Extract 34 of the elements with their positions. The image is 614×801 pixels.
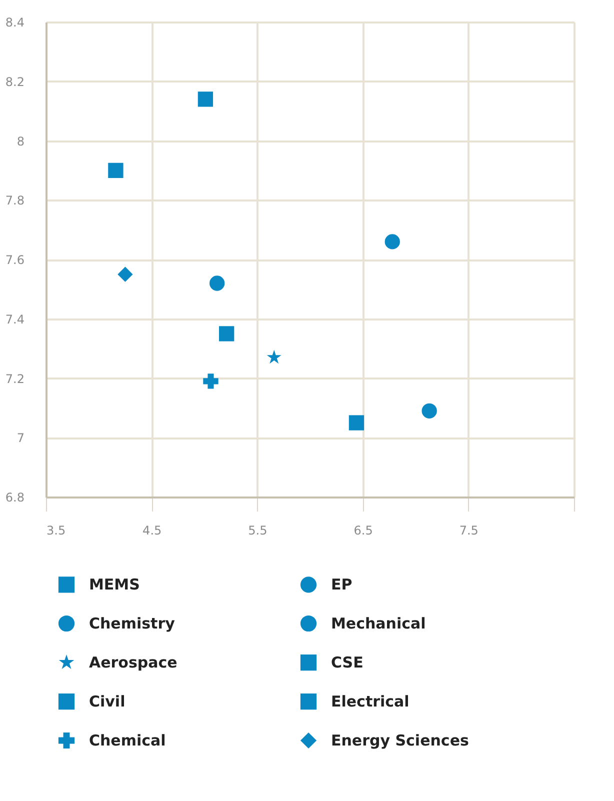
point [203, 374, 218, 389]
x-tick-label: 7.5 [459, 524, 478, 538]
legend-label: Chemical [89, 732, 166, 750]
y-tick-label: 7.6 [5, 253, 24, 267]
point [108, 162, 124, 178]
y-tick-label: 7 [16, 431, 24, 446]
legend-label: EP [331, 576, 352, 594]
point [348, 415, 364, 430]
legend-label: Mechanical [331, 614, 426, 632]
x-tick-label: 6.5 [354, 524, 373, 538]
point [118, 266, 133, 282]
point [384, 234, 400, 250]
y-tick-label: 8.4 [5, 16, 24, 30]
point [209, 276, 225, 291]
legend-label: MEMS [89, 576, 140, 594]
legend-label: Chemistry [89, 614, 176, 632]
legend-label: Civil [89, 692, 126, 710]
y-tick-label: 6.8 [5, 490, 24, 504]
y-tick-label: 8.2 [5, 74, 24, 89]
legend-label: Energy Sciences [331, 732, 469, 750]
y-tick-label: 7.8 [5, 194, 24, 208]
y-tick-label: 8 [16, 134, 24, 148]
x-tick-label: 5.5 [248, 524, 268, 538]
point [422, 403, 437, 418]
y-tick-label: 7.4 [5, 312, 24, 326]
legend-label: CSE [331, 654, 364, 672]
point [198, 92, 214, 107]
x-tick-label: 3.5 [46, 524, 66, 538]
legend-label: Aerospace [89, 654, 178, 672]
point [266, 350, 282, 364]
x-tick-label: 4.5 [142, 524, 162, 538]
point [218, 326, 234, 342]
legend-label: Electrical [331, 692, 410, 710]
y-tick-label: 7.2 [5, 372, 24, 386]
